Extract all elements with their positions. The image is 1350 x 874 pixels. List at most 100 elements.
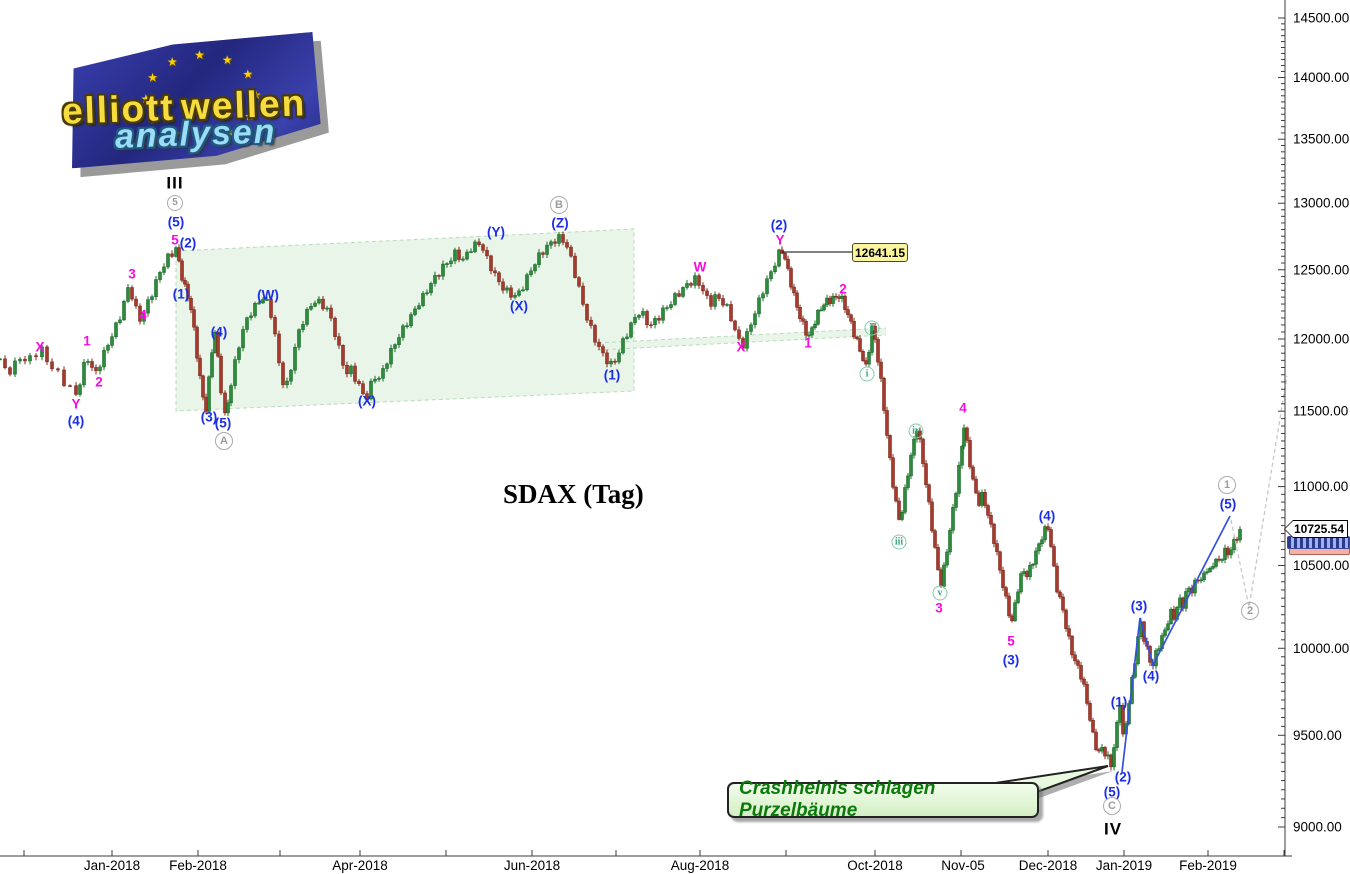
candle bbox=[417, 305, 421, 310]
candle bbox=[1112, 747, 1116, 768]
candle bbox=[525, 274, 529, 291]
y-axis-label: 10500.00 bbox=[1293, 558, 1349, 573]
candle bbox=[245, 317, 249, 330]
candle bbox=[158, 272, 162, 280]
candle bbox=[733, 320, 737, 331]
candle bbox=[210, 352, 214, 378]
candle bbox=[337, 336, 341, 346]
y-axis-label: 9500.00 bbox=[1293, 728, 1342, 743]
candle bbox=[397, 337, 401, 345]
candle bbox=[219, 355, 223, 394]
candle bbox=[94, 367, 98, 372]
candle bbox=[977, 492, 981, 506]
candle bbox=[1082, 678, 1086, 685]
candle bbox=[737, 329, 741, 339]
candle bbox=[349, 365, 353, 375]
candle bbox=[1172, 609, 1176, 620]
candle bbox=[912, 438, 916, 456]
candle bbox=[1169, 609, 1173, 625]
candle bbox=[1232, 539, 1236, 551]
candle bbox=[269, 299, 273, 318]
candle bbox=[903, 487, 907, 513]
candle bbox=[965, 427, 969, 441]
candle bbox=[709, 295, 713, 307]
candle bbox=[888, 435, 892, 459]
candle bbox=[677, 293, 681, 297]
candle bbox=[1052, 546, 1056, 567]
candle bbox=[122, 301, 126, 321]
candle bbox=[1049, 529, 1053, 547]
candle bbox=[673, 293, 677, 305]
x-axis-label: Feb-2018 bbox=[169, 858, 227, 873]
candle bbox=[493, 270, 497, 274]
candle bbox=[1223, 547, 1227, 560]
candle bbox=[126, 287, 130, 302]
candle bbox=[361, 383, 365, 395]
candle bbox=[297, 329, 301, 348]
candle bbox=[78, 384, 82, 395]
candle bbox=[469, 251, 473, 253]
candle bbox=[1094, 731, 1098, 750]
candle bbox=[852, 320, 856, 338]
candle bbox=[405, 325, 409, 328]
candle bbox=[529, 270, 533, 276]
candle bbox=[237, 347, 241, 360]
candle bbox=[421, 293, 425, 306]
candle bbox=[473, 241, 477, 252]
candle bbox=[998, 551, 1002, 571]
y-axis-label: 10000.00 bbox=[1293, 641, 1349, 656]
candle bbox=[162, 266, 166, 273]
candle bbox=[669, 304, 673, 308]
candle bbox=[385, 363, 389, 369]
candle bbox=[521, 289, 525, 292]
candle bbox=[753, 313, 757, 326]
candle bbox=[357, 381, 361, 385]
candle bbox=[1109, 754, 1113, 768]
candle bbox=[13, 360, 17, 375]
candle bbox=[983, 492, 987, 506]
candle bbox=[783, 252, 787, 260]
candle bbox=[553, 241, 557, 244]
candle bbox=[786, 258, 790, 269]
candle bbox=[593, 325, 597, 343]
candle bbox=[927, 484, 931, 503]
x-axis-label: Dec-2018 bbox=[1019, 858, 1078, 873]
candle bbox=[1016, 591, 1020, 603]
candle bbox=[170, 253, 174, 257]
candle bbox=[146, 299, 150, 314]
candle bbox=[413, 308, 417, 315]
candle bbox=[625, 336, 629, 339]
candle bbox=[822, 304, 826, 311]
candle bbox=[174, 247, 178, 257]
candle bbox=[1187, 587, 1191, 592]
x-axis-label: Oct-2018 bbox=[847, 858, 903, 873]
candle bbox=[769, 271, 773, 280]
candle bbox=[653, 318, 657, 326]
candle bbox=[705, 290, 709, 296]
candle bbox=[365, 393, 369, 400]
candle bbox=[637, 314, 641, 318]
candle bbox=[897, 500, 901, 520]
candle bbox=[915, 430, 919, 440]
candle bbox=[745, 331, 749, 349]
candle bbox=[513, 294, 517, 298]
candle bbox=[409, 314, 413, 327]
candle bbox=[74, 385, 78, 395]
candle bbox=[154, 279, 158, 298]
candle bbox=[1211, 566, 1215, 569]
candle bbox=[962, 427, 966, 447]
candle bbox=[305, 308, 309, 325]
y-axis-label: 12500.00 bbox=[1293, 262, 1349, 277]
eu-star-icon: ★ bbox=[193, 47, 206, 63]
candle bbox=[641, 311, 645, 316]
candle bbox=[204, 396, 208, 412]
y-axis-label: 11500.00 bbox=[1293, 404, 1348, 419]
candle bbox=[795, 292, 799, 308]
candle bbox=[801, 318, 805, 322]
candle bbox=[804, 320, 808, 336]
candle bbox=[118, 319, 122, 324]
candle bbox=[393, 344, 397, 349]
candle bbox=[461, 258, 465, 261]
candle bbox=[613, 360, 617, 363]
